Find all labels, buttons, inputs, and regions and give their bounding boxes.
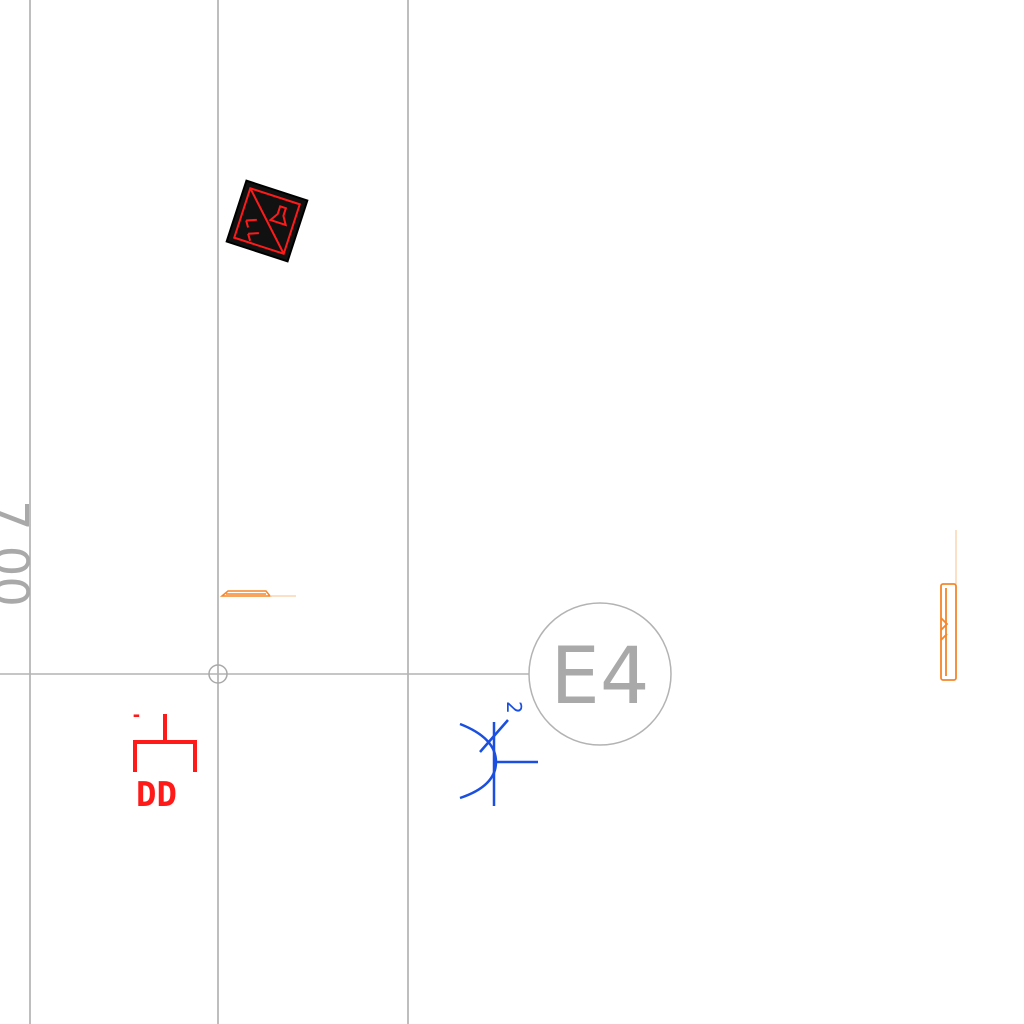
device-tick: - (131, 705, 142, 726)
blue-switch-symbol[interactable]: 2 (459, 701, 538, 806)
orange-fixture-wall[interactable] (940, 530, 957, 681)
orange-fixture-small[interactable] (219, 590, 296, 597)
device-tag: DD (136, 775, 177, 815)
red-device-symbol[interactable]: - DD (131, 705, 197, 815)
grid-bubble[interactable]: E4 (528, 602, 672, 746)
vertical-grid-lines (29, 0, 409, 1024)
grid-bubble-circle (528, 602, 672, 746)
grid-intersection-marker (208, 664, 228, 684)
grid-bubble-label: E4 (551, 632, 650, 722)
switch-number: 2 (502, 701, 526, 714)
dimension-text: 7.00 (0, 500, 38, 607)
fire-alarm-device-icon[interactable] (225, 179, 309, 263)
